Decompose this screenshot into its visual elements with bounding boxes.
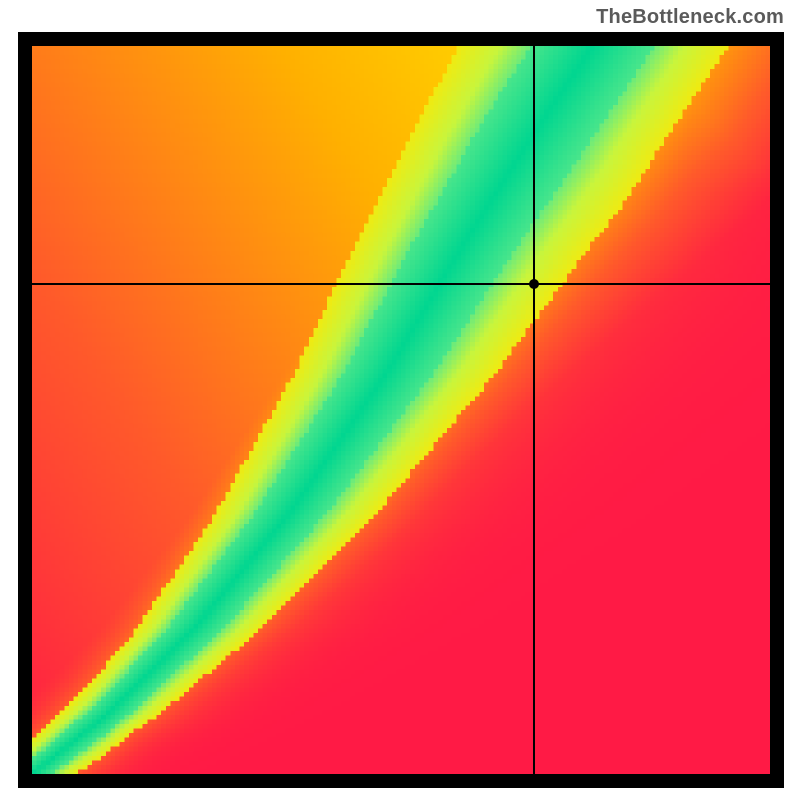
crosshair-horizontal: [32, 283, 770, 285]
heatmap-canvas: [32, 46, 770, 774]
plot-frame: [18, 32, 784, 788]
crosshair-marker: [529, 279, 539, 289]
crosshair-vertical: [533, 46, 535, 774]
chart-container: TheBottleneck.com: [0, 0, 800, 800]
attribution-label: TheBottleneck.com: [596, 6, 784, 29]
